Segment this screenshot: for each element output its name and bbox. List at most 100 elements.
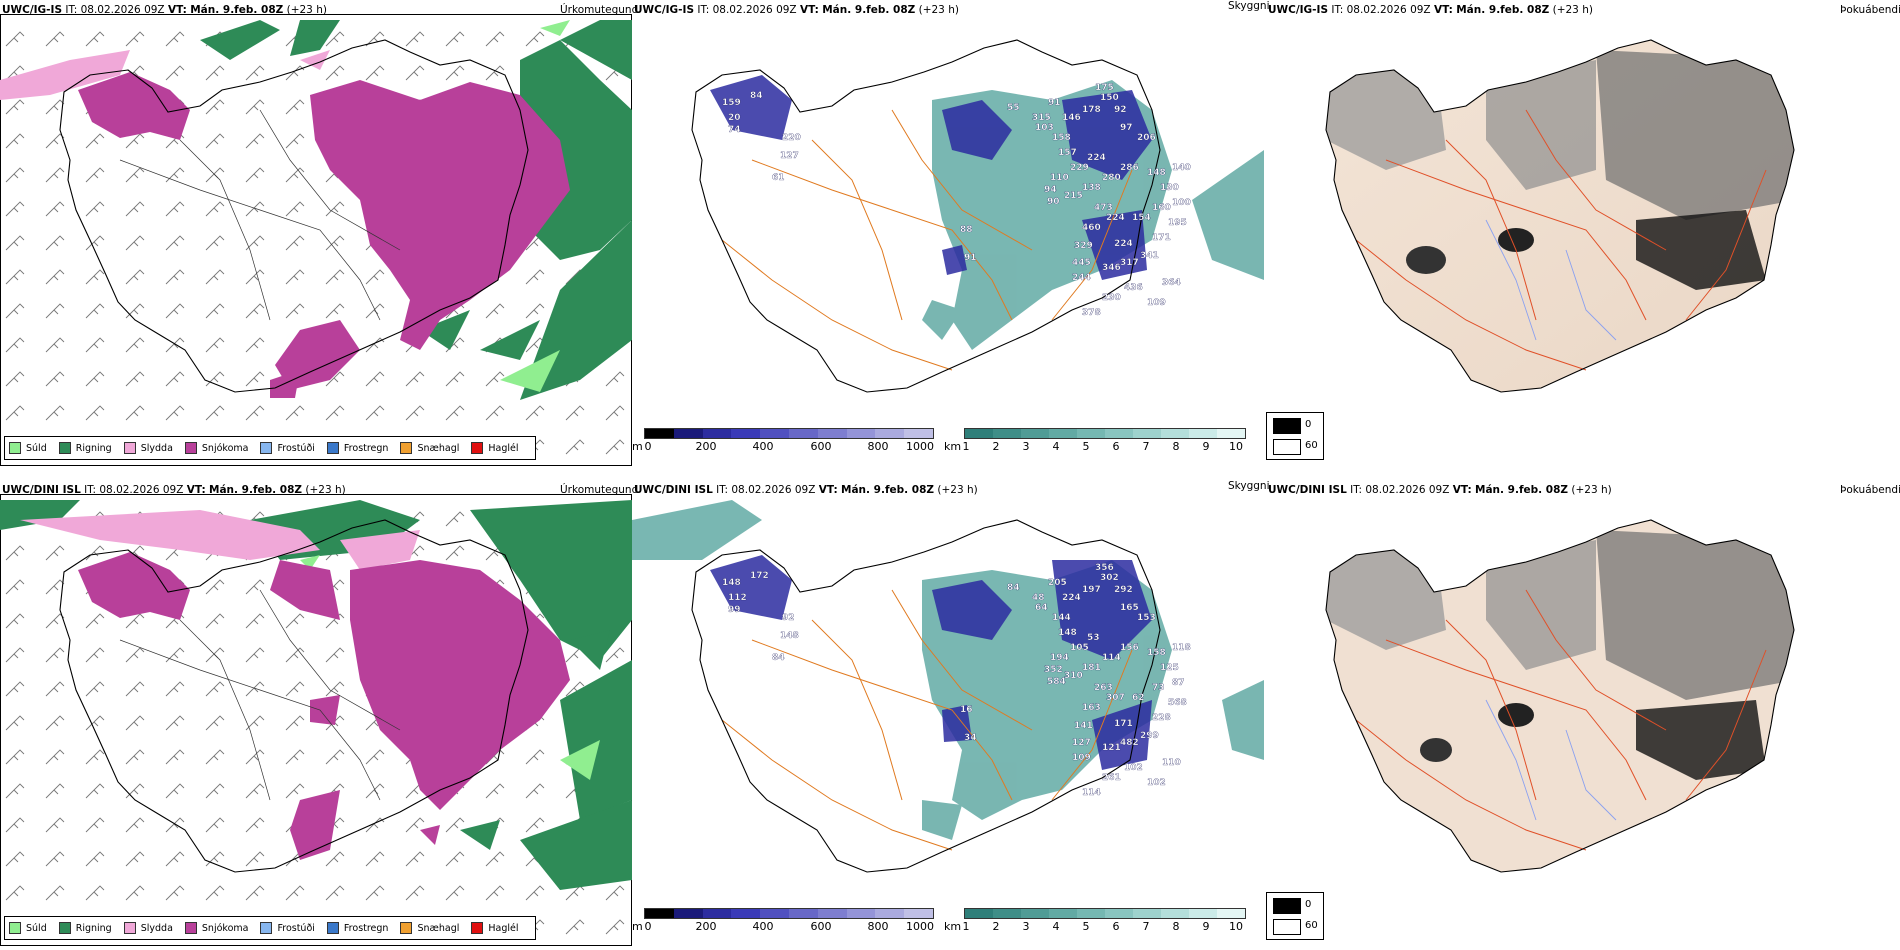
legend-item: Snjókoma [184,922,248,934]
legend-item: Snæhagl [400,922,459,934]
visibility-labels: 1481721129992148841634844864144148105531… [722,563,1191,798]
colorbar-tick: 1 [962,440,970,453]
it-label: IT: [84,484,97,496]
it-value: 08.02.2026 09Z [80,4,165,16]
panel-title: Þokuábendi [1840,4,1900,16]
colorbar-swatch [846,909,876,918]
vt-label: VT: [799,4,819,16]
visibility-label: 20 [728,113,741,123]
drizzle-band [300,555,600,780]
visibility-label: 55 [1007,103,1020,113]
colorbar-swatch [1161,909,1189,918]
colorbar-swatches [644,908,934,919]
visibility-label: 341 [1140,251,1159,261]
legend-item: Súld [9,442,47,454]
visibility-label: 150 [1100,93,1119,103]
colorbar-tick: 7 [1142,440,1150,453]
colorbar-swatch [702,429,732,438]
colorbar-unit: km [944,920,962,933]
colorbar-swatch [875,429,905,438]
visibility-label: 244 [1072,273,1091,283]
visibility-label: 315 [1032,113,1051,123]
visibility-label: 127 [1072,738,1091,748]
colorbar-tick: 800 [867,440,889,453]
colorbar-tick: 9 [1202,440,1210,453]
it-label: IT: [65,4,78,16]
colorbar-tick: 3 [1022,440,1030,453]
lead-time: (+23 h) [1571,484,1612,496]
road-lines [721,109,1133,371]
colorbar-swatch [1161,429,1189,438]
colorbar-tick: 3 [1022,920,1030,933]
vt-value: Mán. 9.feb. 08Z [1456,4,1550,16]
colorbar-swatch [673,429,703,438]
fog-legend-label: 0 [1305,899,1312,910]
colorbar-tick: 600 [810,920,832,933]
visibility-label: 482 [1120,738,1139,748]
colorbar-swatch [1049,909,1077,918]
colorbar-swatch [1189,909,1217,918]
colorbar-tick: 8 [1172,440,1180,453]
colorbar-swatch [1021,909,1049,918]
visibility-label: 205 [1048,578,1067,588]
colorbar-swatch [1077,429,1105,438]
colorbar-swatch [673,909,703,918]
visibility-label: 220 [782,133,801,143]
road-lines [119,589,401,801]
colorbar-swatch [1077,909,1105,918]
visibility-label: 286 [1120,163,1139,173]
visibility-label: 99 [728,605,741,615]
panel-header: UWC/DINI ISL IT: 08.02.2026 09Z VT: Mán.… [2,484,346,496]
visibility-label: 445 [1072,258,1091,268]
visibility-label: 153 [1137,613,1156,623]
colorbar-swatch [993,429,1021,438]
sleet-band [20,510,420,570]
colorbar-swatch [904,429,933,438]
lead-time: (+23 h) [286,4,327,16]
legend-item: Rigning [58,922,112,934]
colorbar-tick: 1000 [906,440,934,453]
visibility-labels: 1598420742201276188915531510315815722922… [722,83,1191,318]
visibility-label: 473 [1094,203,1113,213]
colorbar-swatch [645,909,674,918]
visibility-label: 157 [1058,148,1077,158]
lead-time: (+23 h) [937,484,978,496]
colorbar-tick: 5 [1082,920,1090,933]
legend-item: Snæhagl [400,442,459,454]
visibility-label: 148 [1147,168,1166,178]
colorbar-swatch [993,909,1021,918]
visibility-label: 114 [1102,653,1121,663]
visibility-label: 317 [1120,258,1139,268]
model-name: UWC/DINI ISL [1268,484,1347,496]
visibility-label: 568 [1168,698,1187,708]
fog-panel-dini: UWC/DINI ISL IT: 08.02.2026 09Z VT: Mán.… [1266,480,1900,950]
visibility-label: 263 [1094,683,1113,693]
precip-type-legend: Súld Rigning Slydda Snjókoma Frostúði Fr… [4,436,536,460]
legend-item: Slydda [123,922,173,934]
cloud-base-area [710,555,1152,770]
model-name: UWC/IG-IS [2,4,63,16]
visibility-label: 307 [1106,693,1125,703]
road-lines [721,589,1133,851]
legend-item: Haglél [471,442,519,454]
vt-value: Mán. 9.feb. 08Z [209,484,303,496]
colorbar-swatch [1133,909,1161,918]
visibility-label: 125 [1160,663,1179,673]
visibility-label: 64 [1035,603,1048,613]
colorbar-tick: 0 [644,920,652,933]
visibility-label: 148 [1058,628,1077,638]
snow-band [78,552,570,860]
lead-time: (+23 h) [305,484,346,496]
visibility-label: 224 [1114,239,1133,249]
visibility-label: 378 [1082,308,1101,318]
panel-header: UWC/DINI ISL IT: 08.02.2026 09Z VT: Mán.… [634,484,978,496]
visibility-label: 140 [1172,163,1191,173]
colorbar-tick: 2 [992,440,1000,453]
visibility-label: 228 [1152,713,1171,723]
visibility-label: 127 [780,151,799,161]
visibility-label: 230 [1102,293,1121,303]
colorbar-swatch [1217,909,1245,918]
legend-item: Slydda [123,442,173,454]
vt-label: VT: [1452,484,1472,496]
colorbar-tick: 1 [962,920,970,933]
